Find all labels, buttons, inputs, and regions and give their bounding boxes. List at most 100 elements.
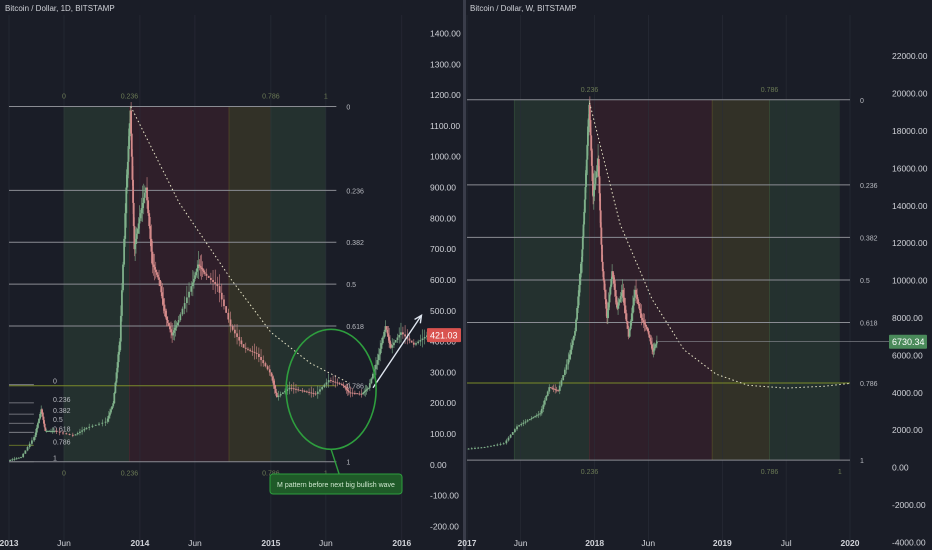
candle-body [421, 338, 424, 341]
candle-body [126, 174, 129, 188]
candle-body [554, 389, 557, 391]
candle-body [635, 289, 637, 295]
candle-body [535, 415, 538, 417]
candle-body [177, 320, 180, 323]
candle-body [574, 331, 576, 336]
candle-body [400, 332, 402, 335]
candle-body [537, 414, 540, 416]
small-fib-label: 0.382 [53, 408, 71, 415]
candle-body [319, 389, 321, 392]
left-price-series [9, 101, 428, 462]
y-axis-tick-label: 8000.00 [892, 313, 923, 323]
candle-body [625, 313, 628, 322]
candle-body [9, 459, 11, 461]
candle-body [586, 145, 589, 160]
candle-body [656, 341, 658, 344]
candle-body [135, 238, 137, 245]
y-axis-tick-label: 500.00 [430, 306, 456, 316]
candle-body [562, 375, 565, 381]
candle-body [467, 448, 470, 450]
small-fib-label: 0.236 [53, 397, 71, 404]
fib-level-label: 0.786 [860, 381, 878, 388]
y-axis-tick-label: -4000.00 [892, 537, 926, 547]
candle-body [365, 389, 368, 391]
candle-body [394, 340, 397, 343]
candle-body [310, 392, 313, 394]
candle-body [58, 431, 61, 433]
candle-body [624, 305, 627, 314]
x-axis-tick-label: Jun [641, 538, 655, 548]
y-axis-tick-label: 0.00 [892, 463, 909, 473]
candle-body [600, 227, 603, 245]
candle-body [26, 447, 29, 451]
candle-body [426, 335, 428, 337]
candle-body [142, 197, 145, 203]
candle-body [646, 328, 649, 332]
candle-body [540, 408, 543, 414]
candle-body [110, 409, 112, 413]
candle-body [618, 299, 621, 303]
candle-body [48, 430, 51, 432]
candle-body [199, 266, 202, 268]
candle-body [41, 409, 43, 413]
candle-body [518, 425, 521, 427]
candle-body [344, 387, 347, 389]
candle-body [573, 335, 575, 341]
candle-body [83, 429, 86, 431]
candle-body [419, 340, 422, 342]
candle-body [408, 338, 411, 341]
y-axis-tick-label: 100.00 [430, 429, 456, 439]
y-axis-tick-label: 1100.00 [430, 121, 460, 131]
candle-body [147, 200, 150, 214]
candle-body [15, 458, 18, 460]
candle-body [128, 123, 131, 137]
fib-level-label: 0.382 [346, 240, 364, 247]
candle-body [385, 326, 388, 330]
candle-body [637, 299, 640, 304]
candle-body [575, 319, 577, 332]
y-axis-tick-label: 22000.00 [892, 51, 928, 61]
candle-body [323, 384, 326, 388]
y-axis-tick-label: 1200.00 [430, 90, 461, 100]
candle-body [176, 322, 179, 326]
candle-body [37, 423, 39, 428]
x-axis-tick-label: Jun [188, 538, 202, 548]
candle-body [557, 390, 560, 392]
candle-body [592, 181, 594, 197]
candle-body [610, 279, 613, 287]
candle-body [474, 447, 476, 449]
candle-body [423, 336, 426, 339]
candle-body [613, 283, 616, 290]
candle-body [603, 280, 606, 290]
candle-body [410, 340, 413, 343]
fib-level-label: 0 [860, 98, 864, 105]
candle-body [190, 286, 193, 292]
candle-body [141, 202, 144, 209]
candle-body [606, 310, 609, 318]
candle-body [480, 447, 483, 449]
last-price-tag [889, 334, 927, 349]
candle-body [126, 161, 129, 175]
candle-body [636, 294, 639, 300]
candle-body [207, 275, 210, 278]
candle-body [132, 202, 135, 227]
candle-body [303, 390, 306, 392]
candle-body [163, 304, 166, 311]
candle-body [308, 391, 310, 393]
candle-body [202, 270, 205, 273]
candle-body [652, 348, 654, 352]
candle-body [183, 303, 186, 309]
candle-body [343, 385, 346, 388]
candle-body [106, 418, 109, 422]
candle-body [174, 327, 177, 331]
candle-body [173, 330, 176, 333]
candle-body [130, 110, 132, 134]
candle-body [257, 353, 260, 357]
candle-body [347, 391, 350, 393]
candle-body [31, 440, 33, 444]
candle-body [115, 372, 118, 383]
candle-body [581, 236, 584, 250]
candle-body [253, 351, 256, 353]
candle-body [367, 387, 370, 389]
candle-body [563, 369, 566, 376]
